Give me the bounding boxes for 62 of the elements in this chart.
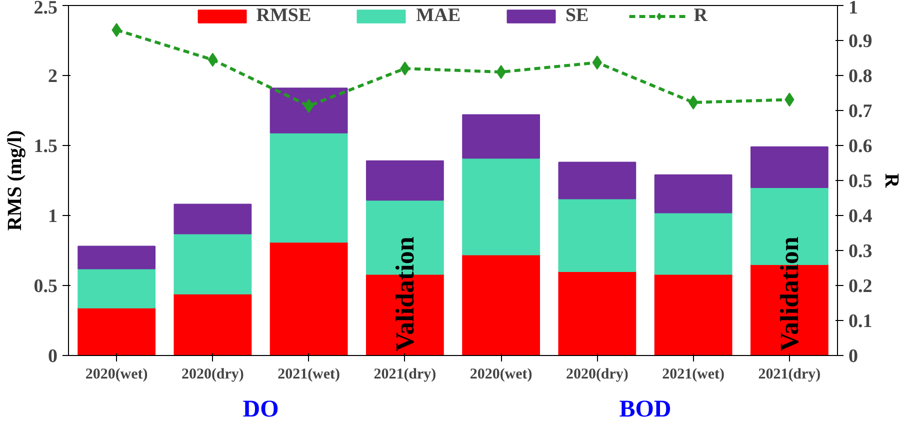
bar [654,274,732,356]
bar [270,132,348,243]
x-tick-label: 2020(dry) [181,366,244,382]
bar [558,271,636,356]
y2-tick-label: 0.5 [848,171,872,192]
bar [78,307,156,356]
bar [462,158,540,256]
legend-label: SE [565,5,589,27]
bar [750,146,828,188]
y2-tick-label: 0.8 [848,66,872,87]
bar [270,88,348,134]
y2-tick-label: 0.1 [848,311,872,332]
y2-tick-label: 0.6 [848,136,872,157]
bar [654,174,732,214]
bar [654,212,732,275]
bar [462,114,540,159]
x-tick-label: 2020(wet) [85,366,148,382]
y-tick-label: 0.5 [34,276,58,297]
y-tick-label: 2 [48,66,58,87]
bar [270,242,348,356]
y2-tick-label: 0.4 [848,206,873,227]
bar [174,233,252,294]
y2-tick-label: 0.7 [848,101,873,122]
point [208,52,218,67]
point [688,95,698,110]
point [496,65,506,79]
bar [174,204,252,234]
y2-axis-title: R [880,173,902,188]
legend-label: MAE [416,5,460,27]
bar [462,254,540,356]
annotation: Validation [390,236,420,352]
bar [558,198,636,272]
x-tick-label: 2020(wet) [470,366,532,382]
point [112,23,122,37]
point [400,62,410,76]
bar [78,246,156,270]
legend-label: RMSE [256,5,312,27]
x-tick-label: 2021(wet) [662,366,725,382]
y2-tick-label: 0.3 [848,241,872,262]
text: BOD [619,396,672,422]
y-tick-label: 2.5 [34,0,58,18]
x-tick-label: 2020(dry) [566,366,628,382]
y2-tick-label: 1 [848,0,858,18]
x-tick-label: 2021(dry) [374,366,436,382]
y-tick-label: 0 [48,346,58,367]
y-tick-label: 1 [48,206,58,227]
point [304,98,314,113]
bar [366,160,444,201]
y2-tick-label: 0 [848,346,858,367]
text: DO [242,396,279,422]
legend-label: R [694,5,709,27]
point [592,56,602,70]
annotation: Validation [774,236,804,352]
y2-tick-label: 0.9 [848,31,872,52]
y-tick-label: 1.5 [34,136,58,157]
y-axis-title: RMS (mg/l) [4,130,26,231]
bar [78,268,156,308]
bar [174,293,252,356]
y2-tick-label: 0.2 [848,276,872,297]
bar [558,162,636,200]
x-tick-label: 2021(wet) [278,366,340,382]
x-tick-label: 2021(dry) [758,366,821,382]
